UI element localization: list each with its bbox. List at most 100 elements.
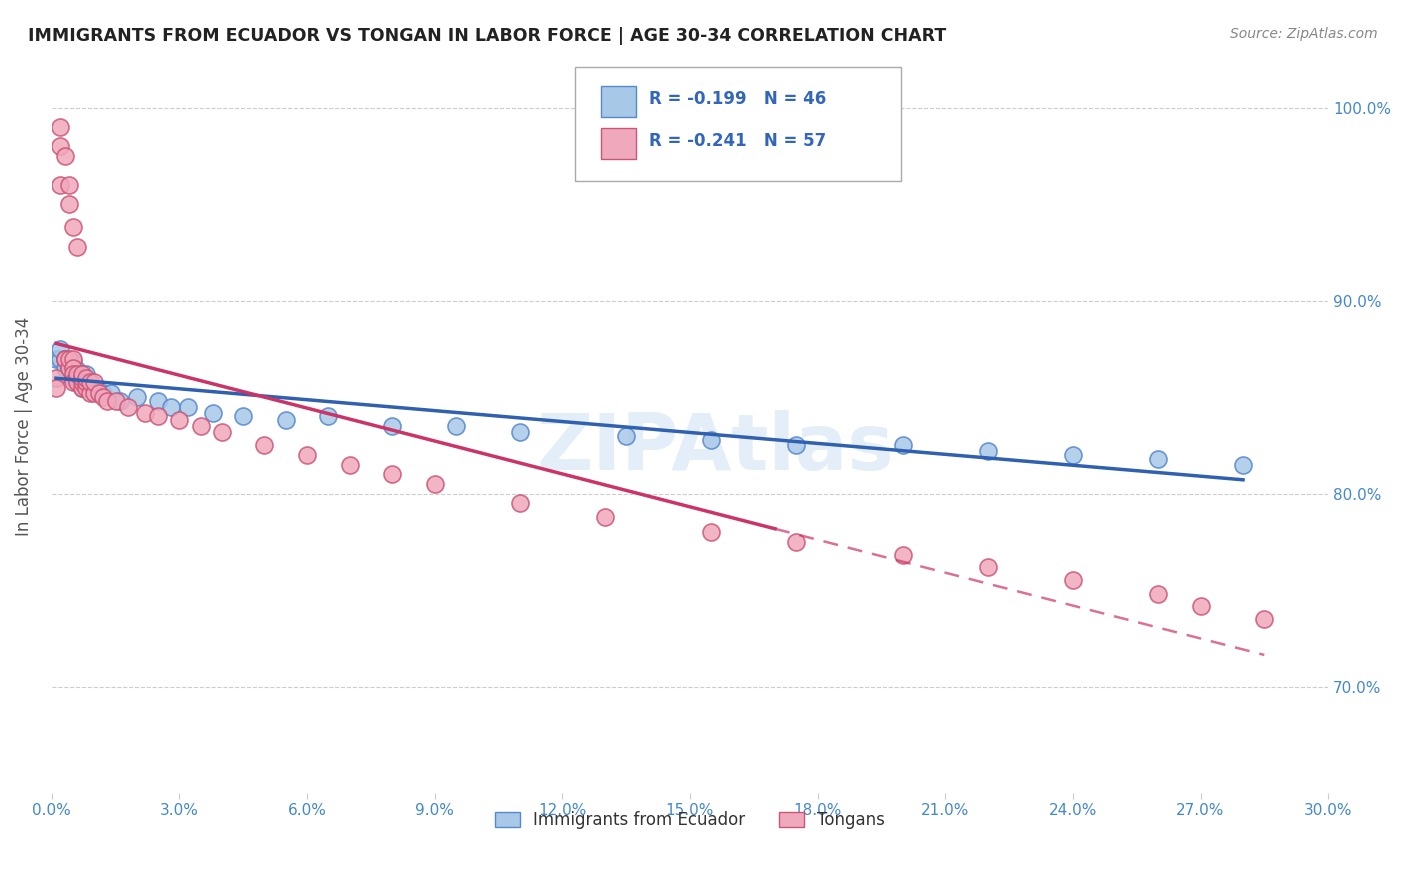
Text: ZIPAtlas: ZIPAtlas [537, 410, 894, 486]
Point [45, 351, 67, 366]
Point [70, 367, 93, 381]
Point [70, 367, 93, 381]
Point [45, 380, 67, 394]
Point [53, 149, 76, 163]
Point [62, 367, 84, 381]
Point [75, 371, 97, 385]
Point [58, 361, 80, 376]
Point [66, 375, 89, 389]
Point [53, 351, 76, 366]
Y-axis label: In Labor Force | Age 30-34: In Labor Force | Age 30-34 [15, 317, 32, 536]
Point [125, 390, 148, 404]
Point [62, 220, 84, 235]
Point [91, 390, 114, 404]
Point [83, 386, 105, 401]
Point [146, 409, 169, 424]
Point [700, 433, 723, 447]
Point [1253, 612, 1275, 626]
Point [62, 371, 84, 385]
Point [62, 375, 84, 389]
Point [66, 367, 89, 381]
Point [1147, 451, 1170, 466]
Point [977, 560, 1000, 574]
Point [253, 438, 276, 452]
Point [1062, 574, 1084, 588]
Point [49, 342, 72, 356]
Point [1062, 448, 1084, 462]
Point [891, 549, 914, 563]
Point [75, 367, 97, 381]
Point [62, 355, 84, 369]
Point [62, 351, 84, 366]
Point [62, 361, 84, 376]
Point [104, 394, 127, 409]
Point [87, 386, 110, 401]
Point [49, 120, 72, 135]
Point [83, 375, 105, 389]
Point [785, 438, 807, 452]
Text: IMMIGRANTS FROM ECUADOR VS TONGAN IN LABOR FORCE | AGE 30-34 CORRELATION CHART: IMMIGRANTS FROM ECUADOR VS TONGAN IN LAB… [28, 27, 946, 45]
Point [211, 425, 233, 439]
Point [785, 534, 807, 549]
Point [53, 351, 76, 366]
Point [509, 425, 531, 439]
Point [75, 375, 97, 389]
FancyBboxPatch shape [600, 86, 637, 117]
Point [381, 419, 404, 434]
Point [108, 394, 131, 409]
Point [49, 139, 72, 153]
Point [444, 419, 467, 434]
Point [62, 367, 84, 381]
Point [316, 409, 339, 424]
Point [146, 394, 169, 409]
Point [58, 361, 80, 376]
Point [66, 240, 89, 254]
Point [58, 197, 80, 211]
Point [593, 509, 616, 524]
Point [134, 406, 156, 420]
Point [87, 386, 110, 401]
Point [75, 380, 97, 394]
Point [58, 355, 80, 369]
FancyBboxPatch shape [600, 128, 637, 159]
Point [70, 375, 93, 389]
Point [274, 413, 297, 427]
Point [75, 375, 97, 389]
Point [70, 375, 93, 389]
Point [96, 394, 118, 409]
Point [70, 380, 93, 394]
Point [53, 351, 76, 366]
Point [79, 375, 101, 389]
Point [70, 371, 93, 385]
Point [160, 400, 183, 414]
Point [891, 438, 914, 452]
Point [700, 525, 723, 540]
Point [70, 380, 93, 394]
Text: R = -0.241   N = 57: R = -0.241 N = 57 [650, 132, 827, 150]
Text: R = -0.199   N = 46: R = -0.199 N = 46 [650, 90, 827, 108]
Point [58, 361, 80, 376]
Point [91, 386, 114, 401]
Point [381, 467, 404, 482]
Point [58, 178, 80, 192]
Point [49, 178, 72, 192]
Point [614, 429, 637, 443]
Point [509, 496, 531, 510]
Point [79, 375, 101, 389]
Point [45, 371, 67, 385]
Point [66, 371, 89, 385]
Point [58, 351, 80, 366]
Point [423, 477, 446, 491]
Point [83, 380, 105, 394]
Point [1232, 458, 1254, 472]
Point [977, 444, 1000, 458]
Point [100, 386, 122, 401]
Point [202, 406, 225, 420]
Point [66, 367, 89, 381]
Point [66, 375, 89, 389]
Text: Source: ZipAtlas.com: Source: ZipAtlas.com [1230, 27, 1378, 41]
Point [53, 361, 76, 376]
Point [53, 351, 76, 366]
Point [1189, 599, 1212, 613]
Point [62, 361, 84, 376]
